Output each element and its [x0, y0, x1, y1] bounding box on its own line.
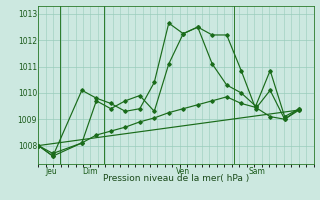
Text: Dim: Dim: [82, 167, 97, 176]
X-axis label: Pression niveau de la mer( hPa ): Pression niveau de la mer( hPa ): [103, 174, 249, 183]
Text: Jeu: Jeu: [46, 167, 57, 176]
Text: Ven: Ven: [176, 167, 190, 176]
Text: Sam: Sam: [248, 167, 265, 176]
